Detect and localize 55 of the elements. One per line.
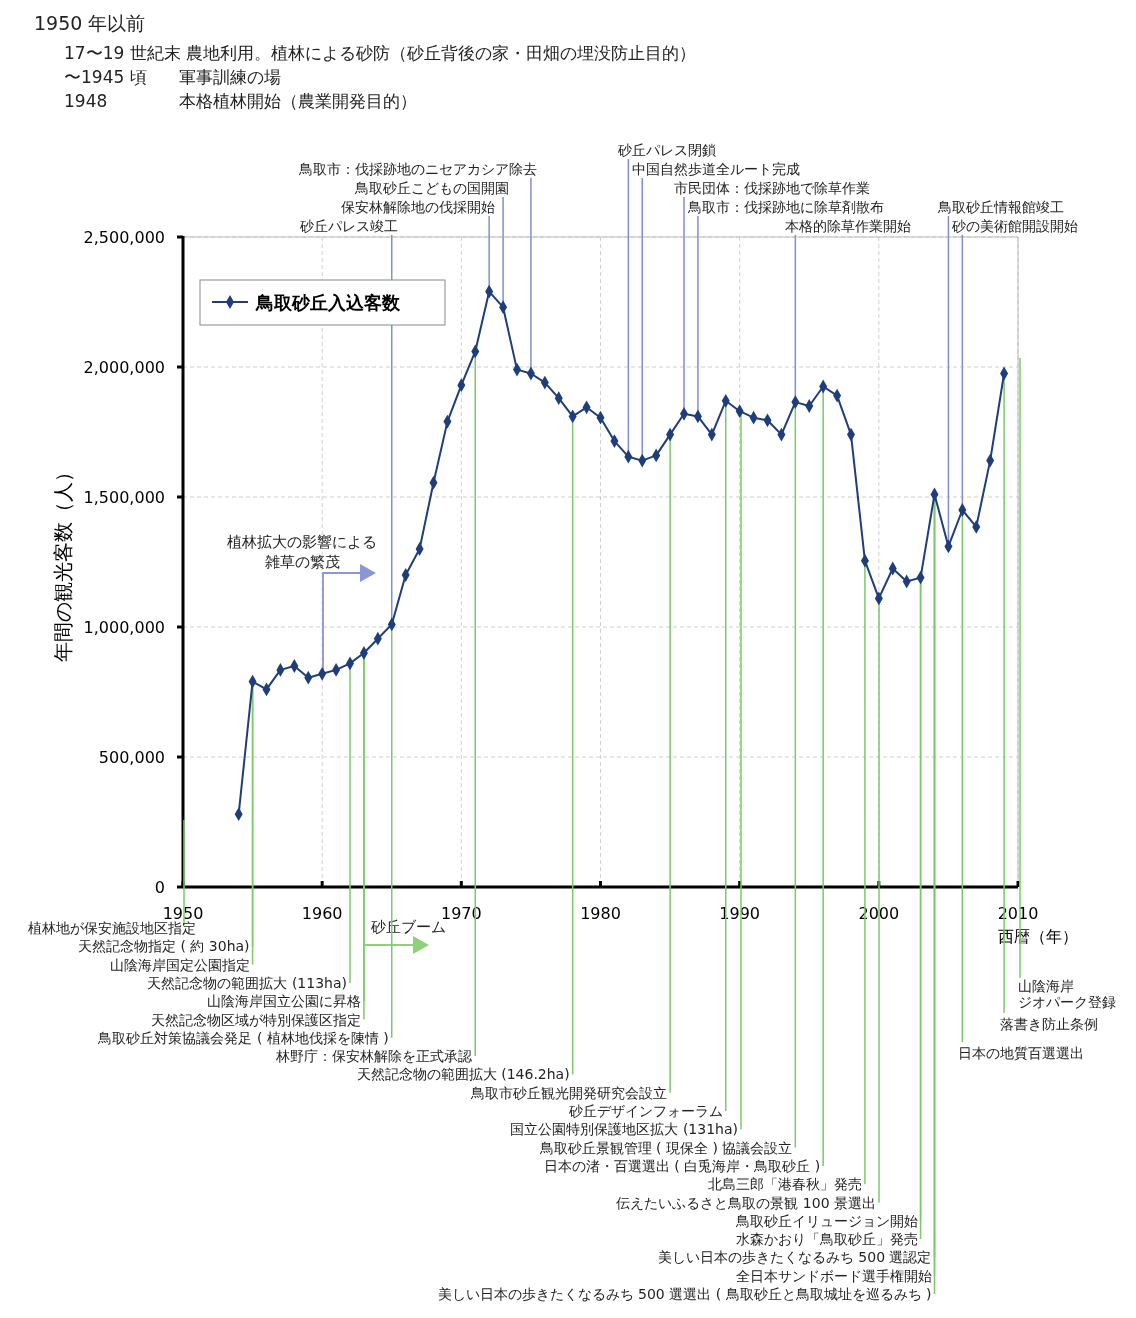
- chart-subtitle: 17〜19 世紀末 農地利用。植林による砂防（砂丘背後の家・田畑の埋没防止目的）: [64, 43, 697, 63]
- annotation: 美しい日本の歩きたくなるみち 500 選認定: [657, 1249, 932, 1266]
- text: 伝えたいふるさと鳥取の景観 100 景選出: [616, 1194, 876, 1211]
- annotation: 天然記念物の範囲拡大 (146.2ha): [356, 1066, 570, 1083]
- annotation: 天然記念物の範囲拡大 (113ha): [147, 974, 347, 991]
- annotation: 林野庁：保安林解除を正式承認: [275, 1048, 473, 1065]
- y-tick-label: 2,500,000: [83, 228, 165, 247]
- y-tick-label: 1,000,000: [83, 618, 165, 637]
- y-tick-label: 500,000: [98, 748, 165, 767]
- annotation: 天然記念物区域が特別保護区指定: [150, 1011, 361, 1028]
- annotation: 北島三郎「港春秋」発売: [707, 1176, 862, 1193]
- ref-line-label: 鳥取市：伐採跡地に除草剤散布: [686, 199, 884, 215]
- text: 〜1945 頃: [64, 67, 147, 87]
- ref-line-label: 鳥取砂丘情報館竣工: [937, 199, 1065, 215]
- y-tick-label: 0: [154, 878, 165, 897]
- annotation: 山陰海岸国定公園指定: [109, 956, 250, 973]
- y-tick-label: 2,000,000: [83, 358, 165, 377]
- ref-line-label: 砂丘パレス竣工: [298, 218, 398, 234]
- text: 国立公園特別保護地区拡大 (131ha): [510, 1121, 738, 1138]
- annotation: 水森かおり「鳥取砂丘」発売: [735, 1231, 918, 1248]
- x-tick-label: 2010: [997, 904, 1039, 923]
- ref-line-label: 砂丘パレス閉鎖: [617, 142, 717, 158]
- text: 1948: [64, 91, 108, 111]
- annotation: 鳥取市砂丘観光開発研究会設立: [470, 1084, 668, 1101]
- annotation: 日本の渚・百選選出 ( 白兎海岸・鳥取砂丘 ): [543, 1157, 821, 1174]
- text: 軍事訓練の場: [179, 67, 281, 87]
- annotation: 鳥取砂丘景観管理 ( 現保全 ) 協議会設立: [538, 1139, 793, 1156]
- ref-line-label: 砂の美術館開設開始: [951, 218, 1079, 234]
- ref-line-label: 鳥取砂丘こどもの国開園: [354, 180, 510, 196]
- annotation: 美しい日本の歩きたくなるみち 500 選選出 ( 鳥取砂丘と鳥取城址を巡るみち ): [437, 1286, 932, 1302]
- ref-line-label: 本格的除草作業開始: [785, 218, 912, 234]
- annotation: 植林拡大の影響による雑草の繁茂: [227, 533, 377, 571]
- annotation: 日本の地質百選選出: [958, 1045, 1085, 1061]
- x-axis-title: 西暦（年）: [998, 927, 1078, 946]
- text: 山陰海岸ジオパーク登録: [1018, 978, 1116, 1010]
- ref-line-label: 市民団体：伐採跡地で除草作業: [674, 180, 870, 196]
- ref-line-label: 鳥取市：伐採跡地のニセアカシア除去: [297, 161, 537, 177]
- legend-label: 鳥取砂丘入込客数: [255, 292, 401, 313]
- annotation: 山陰海岸国立公園に昇格: [206, 993, 361, 1010]
- y-axis-title: 年間の観光客数（人）: [51, 462, 75, 662]
- annotation: 砂丘デザインフォーラム: [567, 1103, 723, 1119]
- ref-line-label: 保安林解除地の伐採開始: [341, 199, 496, 215]
- annotation: 全日本サンドボード選手権開始: [735, 1267, 932, 1284]
- text: 本格植林開始（農業開発目的）: [179, 91, 417, 111]
- ref-line-label: 中国自然歩道全ルート完成: [632, 161, 801, 177]
- x-tick-label: 2000: [858, 904, 900, 923]
- x-tick-label: 1980: [580, 904, 621, 923]
- annotation: 鳥取砂丘イリュージョン開始: [734, 1212, 918, 1229]
- annotation: 落書き防止条例: [1000, 1016, 1099, 1032]
- x-tick-label: 1960: [301, 904, 343, 923]
- chart-title: 1950 年以前: [34, 12, 146, 34]
- y-tick-label: 1,500,000: [83, 488, 165, 507]
- annotation: 鳥取砂丘対策協議会発足 ( 植林地伐採を陳情 ): [97, 1029, 389, 1046]
- text: 植林地が保安施設地区指定: [28, 920, 196, 936]
- annotation: 天然記念物指定 ( 約 30ha): [78, 938, 250, 955]
